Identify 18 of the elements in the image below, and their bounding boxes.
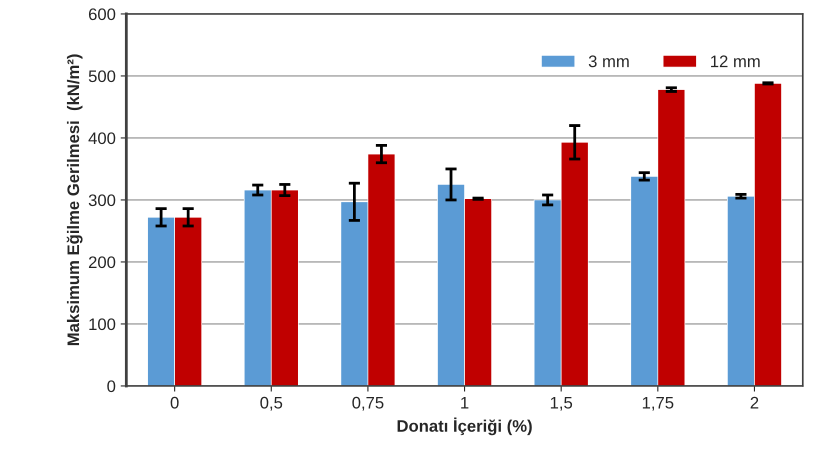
legend-label: 12 mm [711, 55, 760, 68]
x-tick-label: 2 [750, 396, 758, 408]
y-tick-label: 300 [88, 194, 116, 206]
legend-label: 3 mm [588, 55, 629, 68]
y-tick-label: 600 [88, 8, 116, 20]
x-tick-label: 0 [170, 396, 179, 409]
y-tick-label: 200 [88, 256, 116, 268]
y-tick-label: 100 [89, 318, 116, 330]
y-tick-label: 500 [88, 70, 116, 82]
x-tick-label: 1 [461, 396, 468, 408]
x-tick-label: 0,75 [352, 396, 384, 411]
x-tick-label: 1,75 [642, 396, 674, 411]
x-axis-title: Donatı İçeriği (%) [398, 417, 532, 436]
y-tick-label: 0 [107, 380, 116, 392]
x-tick-label: 0,5 [260, 396, 282, 411]
x-tick-label: 1,5 [550, 396, 572, 411]
y-tick-label: 400 [88, 132, 116, 144]
y-axis-title: Maksimum Eğilme Gerilmesi (kN/m²) [66, 54, 83, 346]
